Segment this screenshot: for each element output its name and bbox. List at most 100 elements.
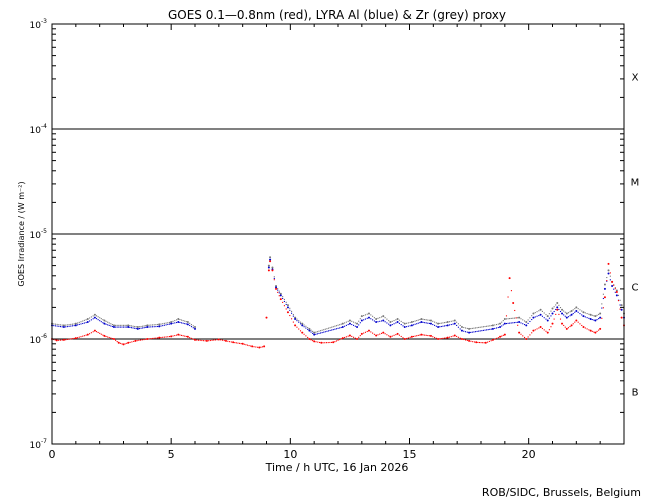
data-point xyxy=(556,308,559,311)
data-point xyxy=(127,326,130,329)
trace-dot xyxy=(427,334,429,337)
flare-class-label: X xyxy=(632,73,639,84)
data-point xyxy=(420,321,423,324)
data-point xyxy=(267,266,270,269)
trace-dot xyxy=(323,329,325,331)
trace-dot xyxy=(230,341,232,343)
trace-dot xyxy=(380,332,383,334)
data-point xyxy=(546,319,549,322)
trace-dot xyxy=(283,305,285,307)
data-point xyxy=(607,272,610,275)
data-point xyxy=(134,339,137,342)
data-point xyxy=(271,266,274,269)
trace-dot xyxy=(567,327,569,329)
trace-dot xyxy=(425,334,427,336)
trace-dot xyxy=(140,327,142,329)
trace-dot xyxy=(507,296,509,298)
data-point xyxy=(158,336,161,339)
trace-dot xyxy=(459,324,461,327)
trace-dot xyxy=(237,342,239,344)
data-point xyxy=(565,327,568,330)
trace-dot xyxy=(151,326,154,328)
trace-dot xyxy=(107,336,109,338)
trace-dot xyxy=(214,339,217,341)
trace-dot xyxy=(440,325,442,328)
trace-dot xyxy=(515,317,517,319)
data-point xyxy=(382,315,385,318)
trace-dot xyxy=(351,324,353,326)
trace-dot xyxy=(448,321,451,323)
trace-dot xyxy=(68,324,70,326)
trace-dot xyxy=(179,334,181,336)
trace-dot xyxy=(482,326,484,328)
trace-dot xyxy=(277,288,279,290)
trace-dot xyxy=(442,325,444,327)
trace-dot xyxy=(148,324,150,326)
trace-dot xyxy=(572,323,574,325)
trace-dot xyxy=(501,335,503,337)
trace-dot xyxy=(289,307,291,309)
trace-dot xyxy=(574,311,576,313)
trace-dot xyxy=(77,337,79,339)
trace-dot xyxy=(216,339,218,341)
trace-dot xyxy=(574,308,576,310)
data-point xyxy=(499,335,502,338)
data-point xyxy=(74,324,77,327)
trace-dot xyxy=(380,316,383,318)
trace-dot xyxy=(543,317,545,319)
trace-dot xyxy=(384,333,386,335)
trace-dot xyxy=(445,321,447,323)
trace-dot xyxy=(386,334,388,336)
data-point xyxy=(460,329,463,332)
trace-dot xyxy=(119,324,121,326)
trace-dot xyxy=(298,321,300,323)
trace-dot xyxy=(95,315,98,317)
data-point xyxy=(301,322,304,325)
trace-dot xyxy=(317,341,319,343)
trace-dot xyxy=(440,322,442,324)
data-point xyxy=(158,323,161,326)
trace-dot xyxy=(609,272,611,274)
trace-dot xyxy=(201,339,203,342)
trace-dot xyxy=(111,325,113,328)
data-point xyxy=(286,306,289,309)
data-point xyxy=(551,322,554,325)
data-point xyxy=(241,342,244,345)
trace-dot xyxy=(412,324,415,326)
trace-dot xyxy=(102,334,104,336)
trace-dot xyxy=(407,322,409,324)
trace-dot xyxy=(167,322,169,324)
trace-dot xyxy=(602,307,604,309)
data-point xyxy=(269,260,272,263)
trace-dot xyxy=(584,327,586,329)
trace-dot xyxy=(129,326,131,328)
trace-dot xyxy=(513,317,515,319)
trace-dot xyxy=(80,321,82,323)
trace-dot xyxy=(416,320,418,322)
data-point xyxy=(177,318,180,321)
flare-class-label: C xyxy=(632,283,639,294)
trace-dot xyxy=(593,319,595,321)
trace-dot xyxy=(282,296,284,298)
trace-dot xyxy=(111,337,113,340)
trace-dot xyxy=(89,320,91,322)
trace-dot xyxy=(174,320,176,322)
trace-dot xyxy=(192,325,194,327)
data-point xyxy=(525,338,528,340)
data-point xyxy=(341,322,344,325)
trace-dot xyxy=(435,325,437,327)
trace-dot xyxy=(344,336,346,339)
data-point xyxy=(603,296,606,299)
trace-dot xyxy=(339,324,341,326)
data-point xyxy=(279,292,282,295)
data-point xyxy=(437,322,440,325)
trace-dot xyxy=(307,328,309,330)
trace-dot xyxy=(364,318,367,320)
data-point xyxy=(301,331,304,334)
data-point xyxy=(512,302,515,305)
data-point xyxy=(410,335,413,338)
data-point xyxy=(503,322,506,325)
trace-dot xyxy=(141,339,143,341)
data-point xyxy=(86,318,89,321)
trace-dot xyxy=(395,334,397,336)
